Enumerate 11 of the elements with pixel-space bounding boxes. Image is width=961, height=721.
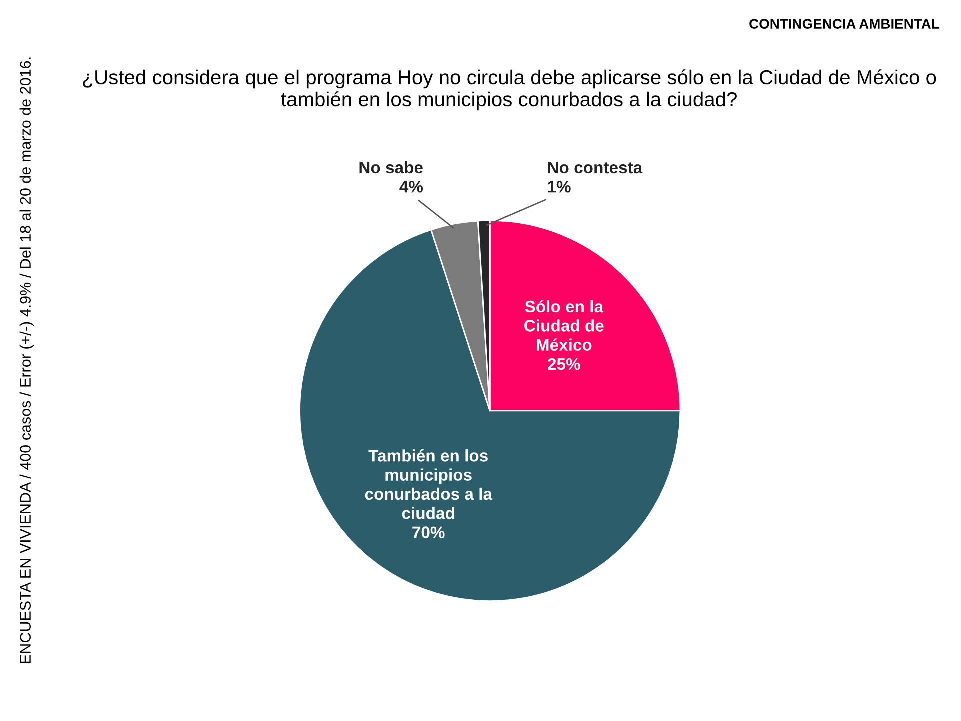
slice-label: También en los municipios conurbados a la ciudad	[365, 449, 493, 520]
chart-title: ¿Usted considera que el programa Hoy no circula debe aplicarse sólo en la Ciudad de México o también en los municipios conurbados a la ciudad?	[83, 70, 936, 111]
data-label: 4%	[400, 181, 424, 193]
slice-label: No contesta	[548, 162, 643, 174]
slice-label: Sólo en la Ciudad de México	[524, 300, 604, 351]
text: CONTINGENCIA AMBIENTAL	[750, 19, 940, 29]
slice-label: No sabe	[360, 161, 423, 174]
data-label: 25%	[548, 358, 580, 370]
data-label: 1%	[548, 181, 571, 193]
text: ENCUESTA EN VIVIENDA / 400 casos / Error (+/-) 4.9% / Del 18 al 20 de marzo de 2016.	[20, 58, 34, 664]
data-label: 70%	[412, 526, 445, 538]
